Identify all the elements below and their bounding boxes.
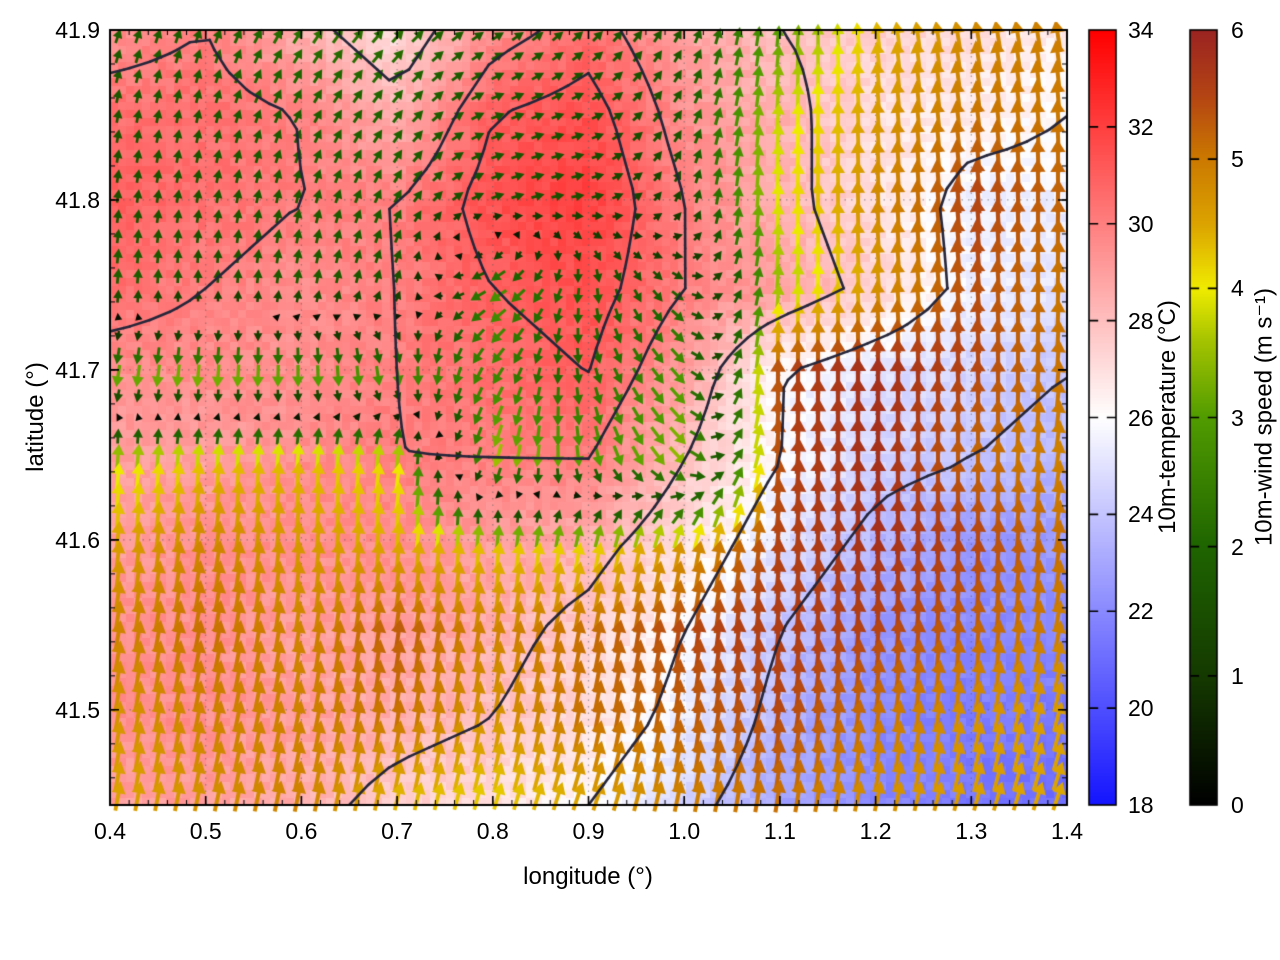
x-tick-label-1.3: 1.3 [955,818,988,844]
temperature-colorbar-tick-24: 24 [1128,501,1154,528]
wind-speed-colorbar-tick-0: 0 [1231,792,1244,818]
y-tick-label-41.9: 41.9 [55,17,100,43]
y-tick-label-41.6: 41.6 [55,526,100,553]
wind-speed-colorbar-title: 10m-wind speed (m s⁻¹) [1250,287,1278,547]
x-tick-label-0.4: 0.4 [94,818,126,844]
x-tick-label-0.9: 0.9 [572,818,605,844]
wind-speed-colorbar-tick-5: 5 [1231,146,1244,173]
y-tick-label-41.7: 41.7 [55,356,100,383]
x-tick-label-1.2: 1.2 [859,818,892,844]
temperature-colorbar-tick-28: 28 [1128,307,1154,334]
x-tick-label-1.0: 1.0 [668,818,701,844]
temperature-colorbar-tick-30: 30 [1128,210,1154,237]
wind-speed-colorbar-tick-1: 1 [1231,662,1244,689]
wind-speed-colorbar-tick-4: 4 [1231,275,1244,302]
temperature-colorbar-tick-22: 22 [1128,598,1154,625]
temperature-colorbar-tick-32: 32 [1128,113,1154,140]
y-tick-label-41.5: 41.5 [55,696,100,723]
temperature-colorbar-tick-26: 26 [1128,404,1154,431]
wind-speed-colorbar-tick-2: 2 [1231,533,1244,560]
x-axis-title: longitude (°) [523,863,653,890]
x-tick-label-0.7: 0.7 [381,818,414,844]
temperature-colorbar-tick-18: 18 [1128,792,1154,818]
x-tick-label-0.5: 0.5 [189,818,222,844]
y-axis-title: latitude (°) [22,362,49,472]
wind-speed-colorbar-tick-3: 3 [1231,404,1244,431]
temperature-colorbar-tick-20: 20 [1128,695,1154,722]
x-tick-label-1.1: 1.1 [763,818,796,844]
wind-speed-colorbar-tick-6: 6 [1231,17,1244,43]
x-tick-label-0.6: 0.6 [285,818,318,844]
temperature-colorbar-tick-34: 34 [1128,17,1154,43]
temperature-colorbar-title: 10m-temperature (°C) [1154,300,1181,534]
y-tick-label-41.8: 41.8 [55,186,100,213]
x-tick-label-1.4: 1.4 [1051,818,1083,844]
x-tick-label-0.8: 0.8 [476,818,509,844]
